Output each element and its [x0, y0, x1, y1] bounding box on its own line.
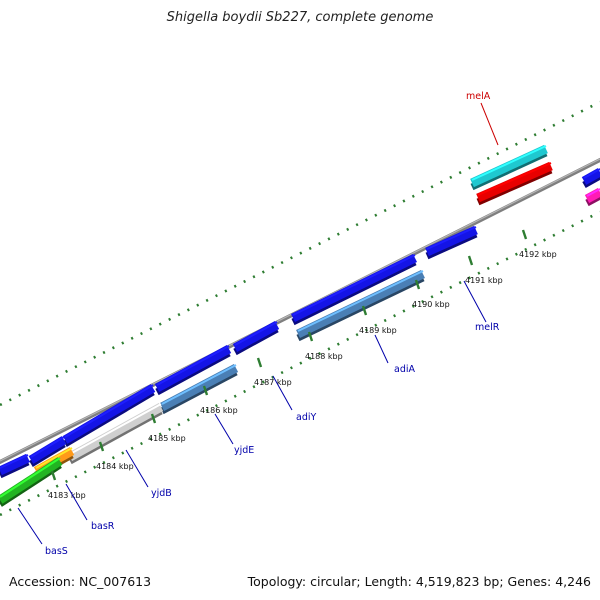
- tick-mark: [307, 331, 314, 342]
- gene-label-yjdB[interactable]: yjdB: [125, 449, 172, 499]
- yjdE-feature[interactable]: [159, 364, 239, 415]
- yjdB-feature[interactable]: [67, 403, 164, 465]
- tick-mark: [521, 229, 528, 240]
- basR-feature[interactable]: [0, 457, 63, 507]
- gene-label-basS[interactable]: basS: [17, 507, 68, 557]
- tick-mark: [361, 305, 368, 316]
- outer-tick-ring: [0, 100, 600, 407]
- gene-name: melA: [466, 91, 491, 102]
- forward-feature-d[interactable]: [28, 436, 67, 467]
- adiA-reverse-feature[interactable]: [296, 269, 425, 342]
- melR-forward-feature[interactable]: [425, 225, 478, 260]
- tick-mark: [98, 441, 105, 452]
- map-title: Shigella boydii Sb227, complete genome: [166, 10, 434, 25]
- leader-line: [272, 375, 293, 411]
- gene-name: basR: [91, 521, 115, 532]
- leader-line: [214, 413, 234, 445]
- gene-name: melR: [475, 322, 500, 333]
- tick-mark: [467, 255, 474, 266]
- gene-label-adiY[interactable]: adiY: [272, 375, 316, 423]
- tick-label: 4191 kbp: [465, 276, 503, 285]
- gene-label-yjdE[interactable]: yjdE: [214, 413, 254, 456]
- tick-mark: [256, 357, 263, 368]
- tick-mark: [50, 470, 57, 481]
- edge-forward-feature[interactable]: [581, 168, 600, 189]
- tick-label: 4185 kbp: [148, 434, 186, 443]
- gene-name: yjdB: [151, 488, 172, 499]
- gene-label-melR[interactable]: melR: [463, 280, 500, 333]
- inner-tick-ring: [0, 210, 600, 517]
- red-feature[interactable]: [476, 161, 553, 206]
- gene-name: adiY: [296, 412, 316, 423]
- gene-name: adiA: [394, 364, 415, 375]
- leader-line: [463, 280, 487, 323]
- tick-label: 4188 kbp: [305, 352, 343, 361]
- genome-summary-text: Topology: circular; Length: 4,519,823 bp…: [247, 574, 591, 589]
- tick-mark: [414, 279, 421, 290]
- melA-feature[interactable]: [470, 144, 548, 191]
- tick-label: 4190 kbp: [412, 300, 450, 309]
- forward-feature-e[interactable]: [0, 453, 30, 479]
- accession-text: Accession: NC_007613: [9, 574, 152, 589]
- tick-label: 4189 kbp: [359, 326, 397, 335]
- leader-line: [17, 507, 43, 545]
- tick-label: 4184 kbp: [96, 462, 134, 471]
- leader-line: [480, 102, 499, 146]
- tick-mark: [202, 385, 209, 396]
- leader-line: [374, 334, 389, 364]
- gene-name: yjdE: [234, 445, 254, 456]
- magenta-feature[interactable]: [584, 188, 600, 207]
- tick-label: 4183 kbp: [48, 491, 86, 500]
- leader-line: [125, 449, 149, 488]
- gene-name: basS: [45, 546, 68, 557]
- adiA-forward-feature[interactable]: [291, 253, 417, 326]
- tick-mark: [150, 413, 157, 424]
- tick-label: 4187 kbp: [254, 378, 292, 387]
- forward-feature-b[interactable]: [154, 345, 232, 396]
- forward-feature-a[interactable]: [232, 321, 280, 356]
- leader-line: [65, 483, 88, 521]
- gene-label-adiA[interactable]: adiA: [374, 334, 415, 375]
- gene-label-basR[interactable]: basR: [65, 483, 115, 532]
- gene-label-melA[interactable]: melA: [466, 91, 499, 146]
- forward-feature-c[interactable]: [62, 384, 156, 448]
- tick-label: 4192 kbp: [519, 250, 557, 259]
- tick-label: 4186 kbp: [200, 406, 238, 415]
